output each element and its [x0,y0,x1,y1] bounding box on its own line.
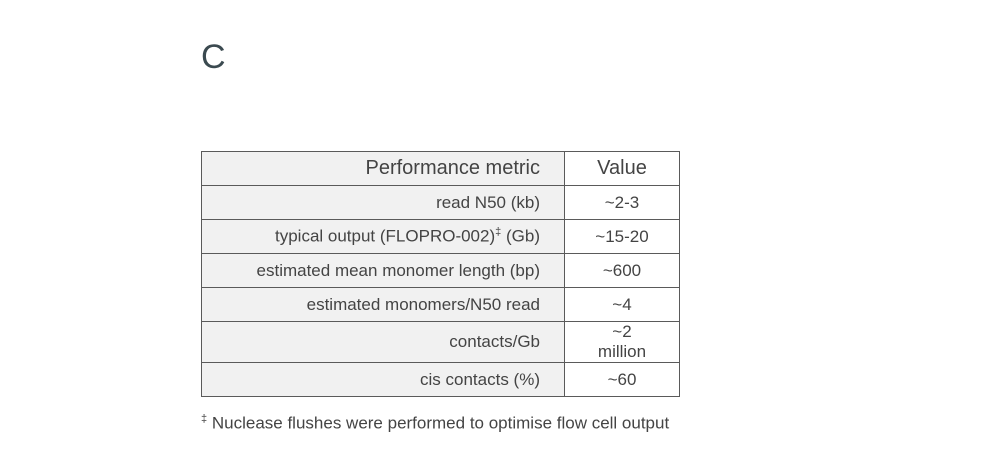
metric-text: contacts/Gb [449,332,540,351]
value-cell: ~15-20 [564,219,680,254]
header-row: Performance metric Value [201,151,680,186]
metric-cell: estimated mean monomer length (bp) [201,253,565,288]
value-cell: ~600 [564,253,680,288]
value-cell: ~4 [564,287,680,322]
metric-text: cis contacts (%) [420,369,540,389]
table-row: estimated monomers/N50 read ~4 [201,287,680,322]
metric-cell: contacts/Gb [201,321,565,363]
table-row: estimated mean monomer length (bp) ~600 [201,253,680,288]
footnote: ‡ Nuclease flushes were performed to opt… [201,413,669,434]
footnote-ref: ‡ [495,226,502,239]
metric-text: typical output (FLOPRO-002) [274,226,496,246]
table-body: read N50 (kb) ~2-3 typical output (FLOPRO-… [201,185,680,397]
metric-cell: typical output (FLOPRO-002)‡ (Gb) [201,219,565,254]
table: Performance metric Value read N50 (kb) ~2… [201,151,680,397]
value-cell: ~2-3 [564,185,680,220]
header-cell: Performance metric [201,151,565,186]
table-row: read N50 (kb) ~2-3 [201,185,680,220]
table-row: cis contacts (%) ~60 [201,362,680,397]
value-cell: ~60 [564,362,680,397]
metric-cell: cis contacts (%) [201,362,565,397]
metric-text: (Gb) [501,226,540,246]
value-cell: ~2 million [564,321,680,363]
metric-text: estimated monomers/N50 read [306,294,540,314]
metric-text: estimated mean monomer length (bp) [256,260,540,280]
table-row: contacts/Gb ~2 million [201,321,680,363]
metric-text: read N50 (kb) [436,192,540,212]
header-cell: Value [564,151,680,186]
table-row: typical output (FLOPRO-002)‡ (Gb) ~15-20 [201,219,680,254]
panel-label: C [201,38,226,76]
metric-cell: read N50 (kb) [201,185,565,220]
metric-cell: estimated monomers/N50 read [201,287,565,322]
footnote-mark: ‡ [201,413,208,425]
footnote-text: Nuclease flushes were performed to optim… [211,413,670,433]
